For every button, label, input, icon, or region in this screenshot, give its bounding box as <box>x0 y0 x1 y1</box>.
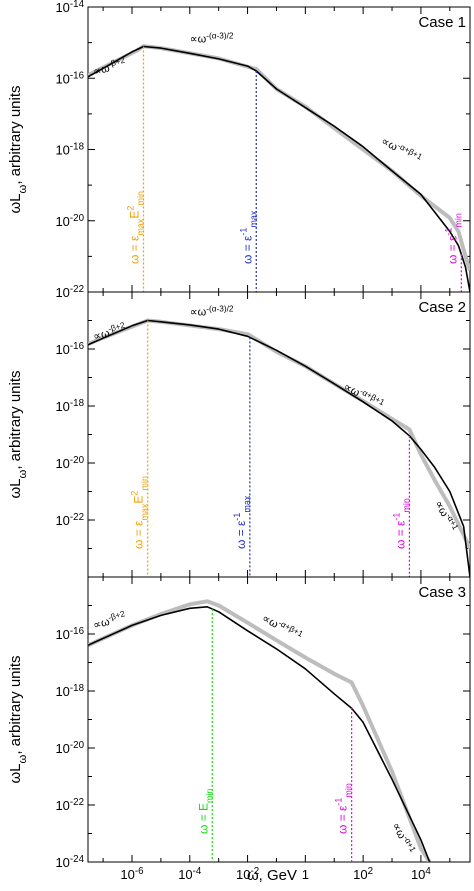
y-tick-label: 10-20 <box>55 455 84 472</box>
vertical-marker-label: ω = Emin <box>196 788 214 834</box>
panel-2: 10-22 10-20 10-18 10-16 ω = εmaxE2min ω = ε-1… <box>7 291 471 578</box>
y-tick-label: 10-24 <box>55 854 84 871</box>
broken-power-law-line <box>88 599 432 862</box>
y-tick-label: 10-14 <box>55 0 84 15</box>
vertical-marker-label: ω = εmaxE2min <box>130 476 150 549</box>
y-tick-label: 10-20 <box>55 740 84 757</box>
y-tick-label: 10-18 <box>55 683 84 700</box>
spectrum-line <box>88 605 431 862</box>
spectrum-line <box>88 45 470 292</box>
series-group <box>88 599 432 862</box>
vertical-marker-label: ω = ε-1min <box>391 498 411 549</box>
x-tick-label: 10-6 <box>120 866 143 883</box>
x-tick-label: 102 <box>353 866 373 883</box>
slope-annotation: ∝ω-(α-3)/2 <box>190 31 234 46</box>
slope-annotation: ∝ω-(α-3)/2 <box>190 304 234 319</box>
x-tick-label: 10-2 <box>236 866 259 883</box>
y-tick-label: 10-20 <box>55 212 84 229</box>
series-group <box>88 44 470 292</box>
y-tick-label: 10-18 <box>55 398 84 415</box>
vertical-marker-label: ω = εmaxE2min <box>125 191 145 264</box>
x-tick-label: 1 <box>302 867 309 882</box>
x-axis-title: ω, GeV <box>247 867 297 884</box>
panel-3: 10-24 10-22 10-20 10-18 10-16 10-6 10-4 10-2 1 10… <box>7 576 471 883</box>
y-tick-label: 10-22 <box>55 797 84 814</box>
y-tick-label: 10-22 <box>55 284 84 301</box>
slope-annotation: ∝ω-β+2 <box>91 55 127 78</box>
x-tick-label: 104 <box>411 866 431 883</box>
vertical-marker-label: ω = ε-1max <box>238 210 258 264</box>
y-tick-label: 10-16 <box>55 70 84 87</box>
vertical-marker-label: ω = ε-1min <box>443 213 463 264</box>
x-tick-label: 10-4 <box>178 866 202 883</box>
slope-annotation: ∝ω-β+2 <box>91 609 127 632</box>
slope-annotation: ∝ω-α+β+1 <box>379 133 424 166</box>
vertical-marker-label: ω = ε-1min <box>334 783 354 834</box>
y-axis-title: ωLω, arbitrary units <box>7 655 29 783</box>
case-label: Case 2 <box>418 299 466 316</box>
y-tick-label: 10-16 <box>55 626 84 643</box>
slope-annotation: ∝ω-α+β+1 <box>260 610 305 643</box>
y-tick-label: 10-18 <box>55 141 84 158</box>
panel-1: 10-22 10-20 10-18 10-16 10-14 ω = εmaxE2min ω … <box>7 0 471 301</box>
slope-annotation: ∝ω-α+β+1 <box>342 379 387 412</box>
vertical-marker-label: ω = ε-1max <box>232 495 252 549</box>
y-tick-label: 10-16 <box>55 341 84 358</box>
y-tick-label: 10-22 <box>55 512 84 529</box>
y-axis-title: ωLω, arbitrary units <box>7 85 29 213</box>
case-label: Case 3 <box>418 584 466 601</box>
broken-power-law-line <box>88 44 470 272</box>
y-axis-title: ωLω, arbitrary units <box>7 370 29 498</box>
case-label: Case 1 <box>418 14 466 31</box>
